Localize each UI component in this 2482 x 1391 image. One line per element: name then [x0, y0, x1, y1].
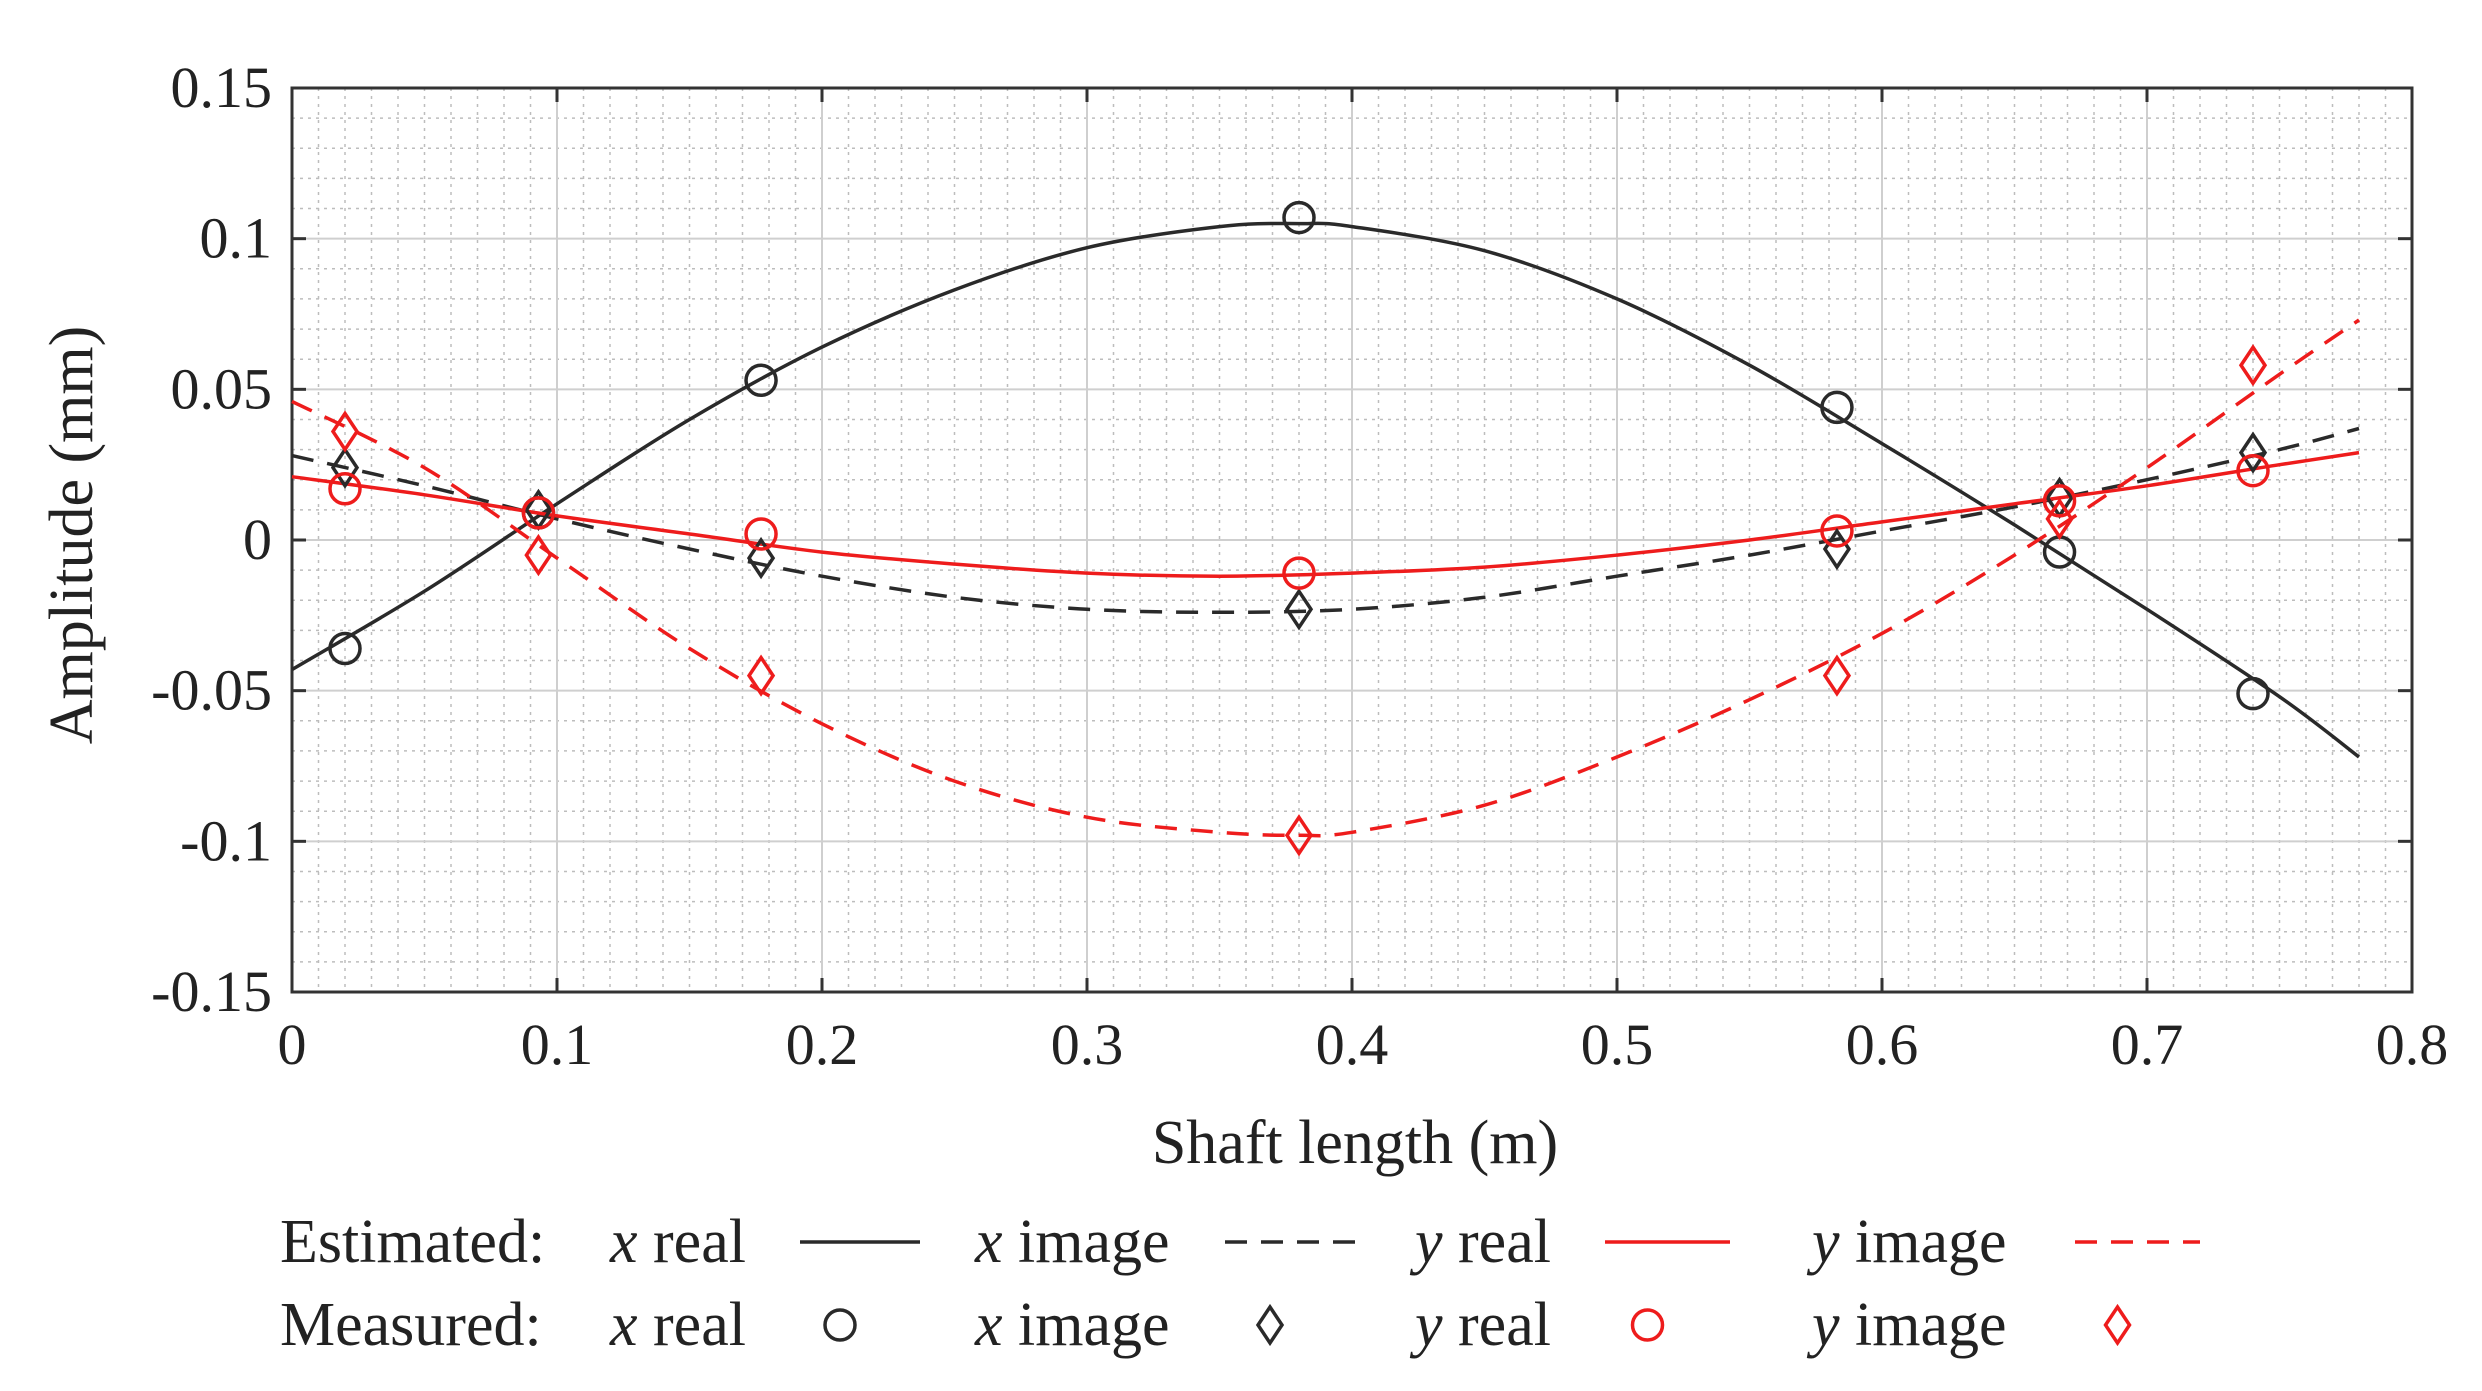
marker-y-real	[744, 517, 778, 551]
legend-part: real	[638, 1291, 746, 1359]
marker-y-real	[328, 472, 362, 506]
marker-x-real	[2236, 676, 2270, 711]
y-tick-label: 0	[243, 507, 272, 572]
legend-marker-y-image	[2103, 1303, 2132, 1347]
legend-part: image	[1840, 1208, 2007, 1276]
legend-variable: y	[1806, 1208, 1840, 1276]
legend-estimated-entry-label: x image	[974, 1208, 1170, 1276]
x-tick-label: 0.4	[1316, 1012, 1389, 1077]
y-axis-title: Amplitude (mm)	[38, 326, 106, 744]
marker-y-image	[524, 533, 553, 577]
marker-y-image	[1284, 814, 1314, 857]
legend-variable: y	[1409, 1208, 1443, 1276]
axis-ticks	[290, 86, 2414, 994]
y-tick-label: 0.1	[200, 206, 273, 271]
marker-x-real	[328, 631, 362, 666]
legend-part: image	[1003, 1208, 1170, 1276]
marker-y-image	[2238, 344, 2268, 387]
legend-estimated-entry-label: y image	[1806, 1208, 2007, 1276]
x-tick-label: 0	[278, 1012, 307, 1077]
marker-x-image	[746, 536, 776, 580]
legend-measured-entry-label: y image	[1806, 1291, 2007, 1359]
legend-part: real	[638, 1208, 746, 1276]
x-tick-label: 0.1	[521, 1012, 594, 1077]
legend-part: image	[1003, 1291, 1170, 1359]
legend-estimated-entry-label: y real	[1409, 1208, 1551, 1276]
y-tick-label: 0.15	[171, 55, 273, 120]
legend-marker-x-image	[1255, 1303, 1285, 1347]
marker-y-image	[330, 410, 360, 453]
x-tick-label: 0.2	[786, 1012, 859, 1077]
legend-variable: x	[974, 1291, 1003, 1359]
legend-estimated-label: Estimated:	[280, 1208, 545, 1276]
legend-measured-label: Measured:	[280, 1291, 542, 1359]
y-tick-label: 0.05	[171, 356, 273, 421]
marker-y-real	[1282, 556, 1316, 590]
marker-x-image	[330, 446, 360, 489]
legend-marker-y-real	[1630, 1308, 1665, 1342]
legend-measured-entry-label: x image	[974, 1291, 1170, 1359]
marker-y-image	[2045, 497, 2074, 541]
legend-measured-entry-label: x real	[609, 1291, 746, 1359]
y-tick-label: -0.1	[180, 808, 272, 873]
legend-variable: x	[609, 1208, 638, 1276]
series-markers	[328, 200, 2270, 857]
marker-y-image	[746, 654, 776, 697]
marker-y-real	[2042, 484, 2077, 518]
x-tick-label: 0.7	[2111, 1012, 2184, 1077]
legend-variable: y	[1806, 1291, 1840, 1359]
x-tick-label: 0.6	[1846, 1012, 1919, 1077]
legend-estimated-entry-label: x real	[609, 1208, 746, 1276]
legend-part: real	[1443, 1291, 1551, 1359]
marker-x-image	[2238, 431, 2268, 474]
x-tick-label: 0.5	[1581, 1012, 1654, 1077]
legend-part: image	[1840, 1291, 2007, 1359]
legend-marker-x-real	[823, 1308, 857, 1342]
marker-x-image	[1284, 588, 1314, 631]
marker-y-real	[521, 496, 556, 530]
legend-variable: x	[974, 1208, 1003, 1276]
x-tick-label: 0.8	[2376, 1012, 2449, 1077]
series-lines	[291, 221, 2361, 838]
legend-measured-entry-label: y real	[1409, 1291, 1551, 1359]
x-axis-title: Shaft length (m)	[1152, 1109, 1558, 1177]
y-tick-label: -0.05	[151, 658, 272, 723]
legend-variable: x	[609, 1291, 638, 1359]
marker-x-real	[1282, 200, 1316, 235]
series-line-x-real	[291, 221, 2361, 759]
x-tick-label: 0.3	[1051, 1012, 1124, 1077]
legend-part: real	[1443, 1208, 1551, 1276]
marker-y-real	[1820, 514, 1854, 548]
y-tick-label: -0.15	[151, 959, 272, 1024]
marker-y-real	[2236, 453, 2270, 488]
tick-labels: 0 0.1 0.2 0.3 0.4 0.5 0.6 0.7 0.80.150.10.050-0.…	[151, 55, 2448, 1077]
legend-variable: y	[1409, 1291, 1443, 1359]
marker-x-real	[744, 363, 778, 398]
marker-y-image	[1822, 654, 1852, 697]
legend: Estimated: Measured: x real x image y real…	[280, 1208, 2200, 1359]
series-line-y-real	[291, 450, 2360, 578]
grid	[291, 87, 2413, 993]
marker-x-real	[1820, 390, 1854, 425]
